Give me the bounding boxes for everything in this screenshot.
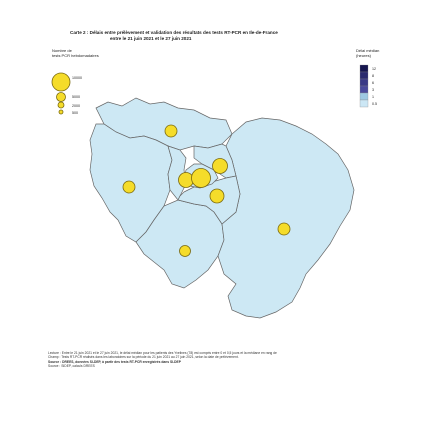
size-legend-label: 500 [72, 111, 78, 115]
source-line-2: Champ : Tests RT-PCR réalisés dans les l… [48, 355, 239, 360]
map-title: Carte 2 : Délais entre prélèvement et va… [70, 30, 380, 41]
marker-yvelines [122, 180, 136, 194]
size-legend-circle-5000 [56, 92, 66, 102]
size-legend-title-line2: tests PCR hebdomadaires [52, 52, 99, 58]
color-legend-title: Délai médian (heures) [356, 48, 380, 59]
size-legend-title-line1: Nombre de [52, 48, 72, 53]
color-legend-swatch [359, 71, 369, 80]
size-legend-title: Nombre de tests PCR hebdomadaires [52, 48, 99, 59]
color-legend-label: 8 [372, 74, 374, 78]
color-legend-label: 3 [372, 88, 374, 92]
color-legend-label: 12 [372, 67, 376, 71]
map-title-sub: entre le 21 juin 2021 et le 27 juin 2021 [110, 35, 192, 41]
source-line-4: Source : SIDEP, calculs DREES [48, 364, 95, 369]
source-line-1: Lecture : Entre le 21 juin 2021 et le 27… [48, 351, 277, 355]
marker-val-de-marne [209, 188, 225, 204]
marker-paris [191, 168, 211, 188]
source-line-3: Source : DREES, données SI-DEP, à partir… [48, 359, 181, 364]
color-legend-swatch [359, 85, 369, 94]
source-notes: Lecture : Entre le 21 juin 2021 et le 27… [48, 351, 388, 369]
color-legend-label: 1 [372, 95, 374, 99]
department-seine-et-marne [217, 117, 355, 319]
departments [89, 97, 355, 319]
marker-seine-et-marne [277, 222, 291, 236]
marker-hauts-de-seine [178, 172, 194, 188]
size-legend-circles [51, 72, 71, 115]
color-legend-swatch [359, 99, 369, 108]
color-legend-title-line1: Délai médian [356, 48, 380, 53]
color-legend-label: 0.5 [372, 102, 377, 106]
size-legend-label: 2000 [72, 104, 80, 108]
size-legend-circle-500 [58, 109, 64, 115]
map-title-main: Carte 2 : Délais entre prélèvement et va… [70, 30, 278, 35]
color-legend-title-line2: (heures) [356, 52, 371, 58]
size-legend-label: 10000 [72, 76, 82, 80]
size-legend-circle-2000 [57, 101, 65, 109]
color-legend-swatch [359, 78, 369, 87]
size-legend-label: 5000 [72, 95, 80, 99]
color-legend-swatches [359, 64, 369, 108]
marker-seine-saint-denis [212, 158, 228, 174]
color-legend-swatch [359, 92, 369, 101]
size-legend-circle-10000 [51, 72, 71, 92]
test-count-markers [122, 124, 291, 257]
color-legend-label: 6 [372, 81, 374, 85]
color-legend-swatch [359, 64, 369, 73]
marker-essonne [179, 245, 191, 257]
marker-val-doise [164, 124, 178, 138]
